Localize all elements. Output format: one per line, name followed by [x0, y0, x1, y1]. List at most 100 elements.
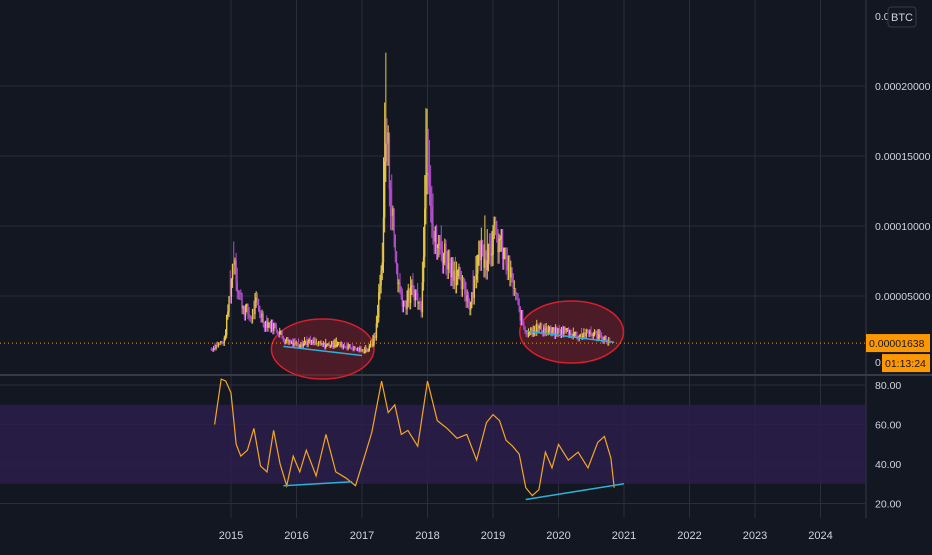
- price-candle-body-185: [429, 175, 430, 188]
- price-candle-body-29: [245, 306, 246, 315]
- price-candle-body-328: [597, 337, 598, 338]
- price-candle-body-269: [528, 333, 529, 335]
- price-candle-body-295: [558, 328, 559, 329]
- price-candle-body-169: [410, 287, 411, 303]
- price-candle-body-289: [551, 330, 552, 333]
- osc-tick-label: 80.00: [875, 380, 901, 392]
- price-candle-body-61: [283, 336, 284, 340]
- price-candle-body-171: [412, 285, 413, 289]
- x-tick-label: 2021: [612, 530, 636, 542]
- price-candle-body-230: [482, 240, 483, 245]
- price-candle-body-158: [397, 264, 398, 284]
- x-tick-label: 2020: [546, 530, 570, 542]
- price-candle-body-157: [396, 251, 397, 264]
- price-candle-body-255: [511, 267, 512, 273]
- x-tick-label: 2015: [219, 530, 243, 542]
- price-candle-body-194: [439, 235, 440, 242]
- price-candle-body-107: [337, 343, 338, 345]
- price-candle-body-180: [423, 257, 424, 282]
- price-candle-body-310: [576, 332, 577, 337]
- price-candle-body-33: [250, 316, 251, 318]
- price-candle-body-15: [228, 296, 229, 311]
- price-candle-body-101: [330, 345, 331, 346]
- price-candle-body-209: [457, 270, 458, 277]
- price-candle-body-239: [492, 225, 493, 255]
- price-candle-body-129: [363, 349, 364, 352]
- price-candle-body-272: [531, 327, 532, 333]
- price-candle-body-199: [445, 243, 446, 264]
- price-candle-body-53: [273, 323, 274, 331]
- price-candle-body-143: [379, 286, 380, 293]
- price-candle-body-182: [425, 175, 426, 208]
- price-candle-body-242: [496, 221, 497, 229]
- price-candle-body-155: [393, 208, 394, 234]
- price-candle-body-208: [456, 276, 457, 285]
- price-candle-body-244: [498, 239, 499, 252]
- price-candle-body-211: [459, 267, 460, 271]
- price-candle-body-78: [303, 343, 304, 346]
- price-tick-label: 0.00020000: [875, 81, 931, 93]
- price-badge-label: 0.00001638: [869, 338, 925, 350]
- price-candle-body-31: [247, 304, 248, 314]
- ellipse-annotations: [271, 301, 623, 379]
- price-candle-body-266: [524, 326, 525, 330]
- price-candle-body-305: [570, 330, 571, 335]
- price-candle-body-260: [517, 293, 518, 298]
- price-candle-body-48: [267, 324, 268, 328]
- price-candle-body-280: [541, 323, 542, 331]
- price-candle-body-56: [277, 330, 278, 332]
- price-candle-body-118: [350, 344, 351, 347]
- price-candle-body-22: [237, 283, 238, 292]
- price-candle-body-134: [369, 346, 370, 351]
- price-candle-body-215: [464, 281, 465, 295]
- price-candle-body-97: [325, 345, 326, 348]
- price-candle-body-264: [522, 310, 523, 321]
- price-candle-body-238: [491, 255, 492, 256]
- x-tick-label: 2016: [284, 530, 308, 542]
- price-candle-body-179: [422, 282, 423, 312]
- price-candle-body-137: [372, 344, 373, 345]
- price-candle-body-324: [593, 333, 594, 336]
- x-tick-label: 2022: [677, 530, 701, 542]
- price-candle-body-261: [518, 298, 519, 306]
- price-candle-body-195: [441, 242, 442, 249]
- price-candle-body-319: [587, 329, 588, 330]
- price-candle-body-273: [533, 333, 534, 334]
- price-candle-body-225: [476, 273, 477, 279]
- price-candle-body-220: [470, 302, 471, 310]
- price-candle-body-160: [399, 283, 400, 286]
- price-candle-body-58: [279, 331, 280, 334]
- price-candle-body-161: [400, 286, 401, 292]
- x-tick-label: 2018: [415, 530, 439, 542]
- price-candle-body-258: [515, 288, 516, 293]
- price-candle-body-156: [395, 234, 396, 251]
- price-candle-body-241: [495, 217, 496, 221]
- price-candle-body-145: [382, 263, 383, 271]
- price-candle-body-177: [419, 301, 420, 303]
- price-candle-body-174: [416, 289, 417, 293]
- price-candle-body-308: [574, 333, 575, 334]
- x-tick-label: 2019: [481, 530, 505, 542]
- price-candle-body-148: [385, 143, 386, 161]
- price-candle-body-186: [430, 188, 431, 207]
- price-candle-body-133: [367, 350, 368, 351]
- price-candle-body-245: [500, 239, 501, 240]
- price-candle-body-248: [503, 248, 504, 260]
- price-candle-body-39: [257, 297, 258, 298]
- price-candle-body-286: [548, 330, 549, 332]
- price-candle-body-67: [290, 340, 291, 342]
- price-candle-body-181: [424, 209, 425, 257]
- oscillator-band: [0, 405, 865, 484]
- countdown-badge-label: 01:13:24: [885, 358, 926, 370]
- price-candle-body-152: [390, 189, 391, 215]
- osc-tick-label: 40.00: [875, 459, 901, 471]
- price-candle-body-55: [275, 324, 276, 330]
- price-candle-body-187: [431, 206, 432, 223]
- price-candle-body-122: [354, 346, 355, 348]
- osc-tick-label: 60.00: [875, 420, 901, 432]
- price-candle-body-144: [380, 271, 381, 286]
- price-candle-body-32: [248, 314, 249, 316]
- price-candle-body-226: [477, 255, 478, 274]
